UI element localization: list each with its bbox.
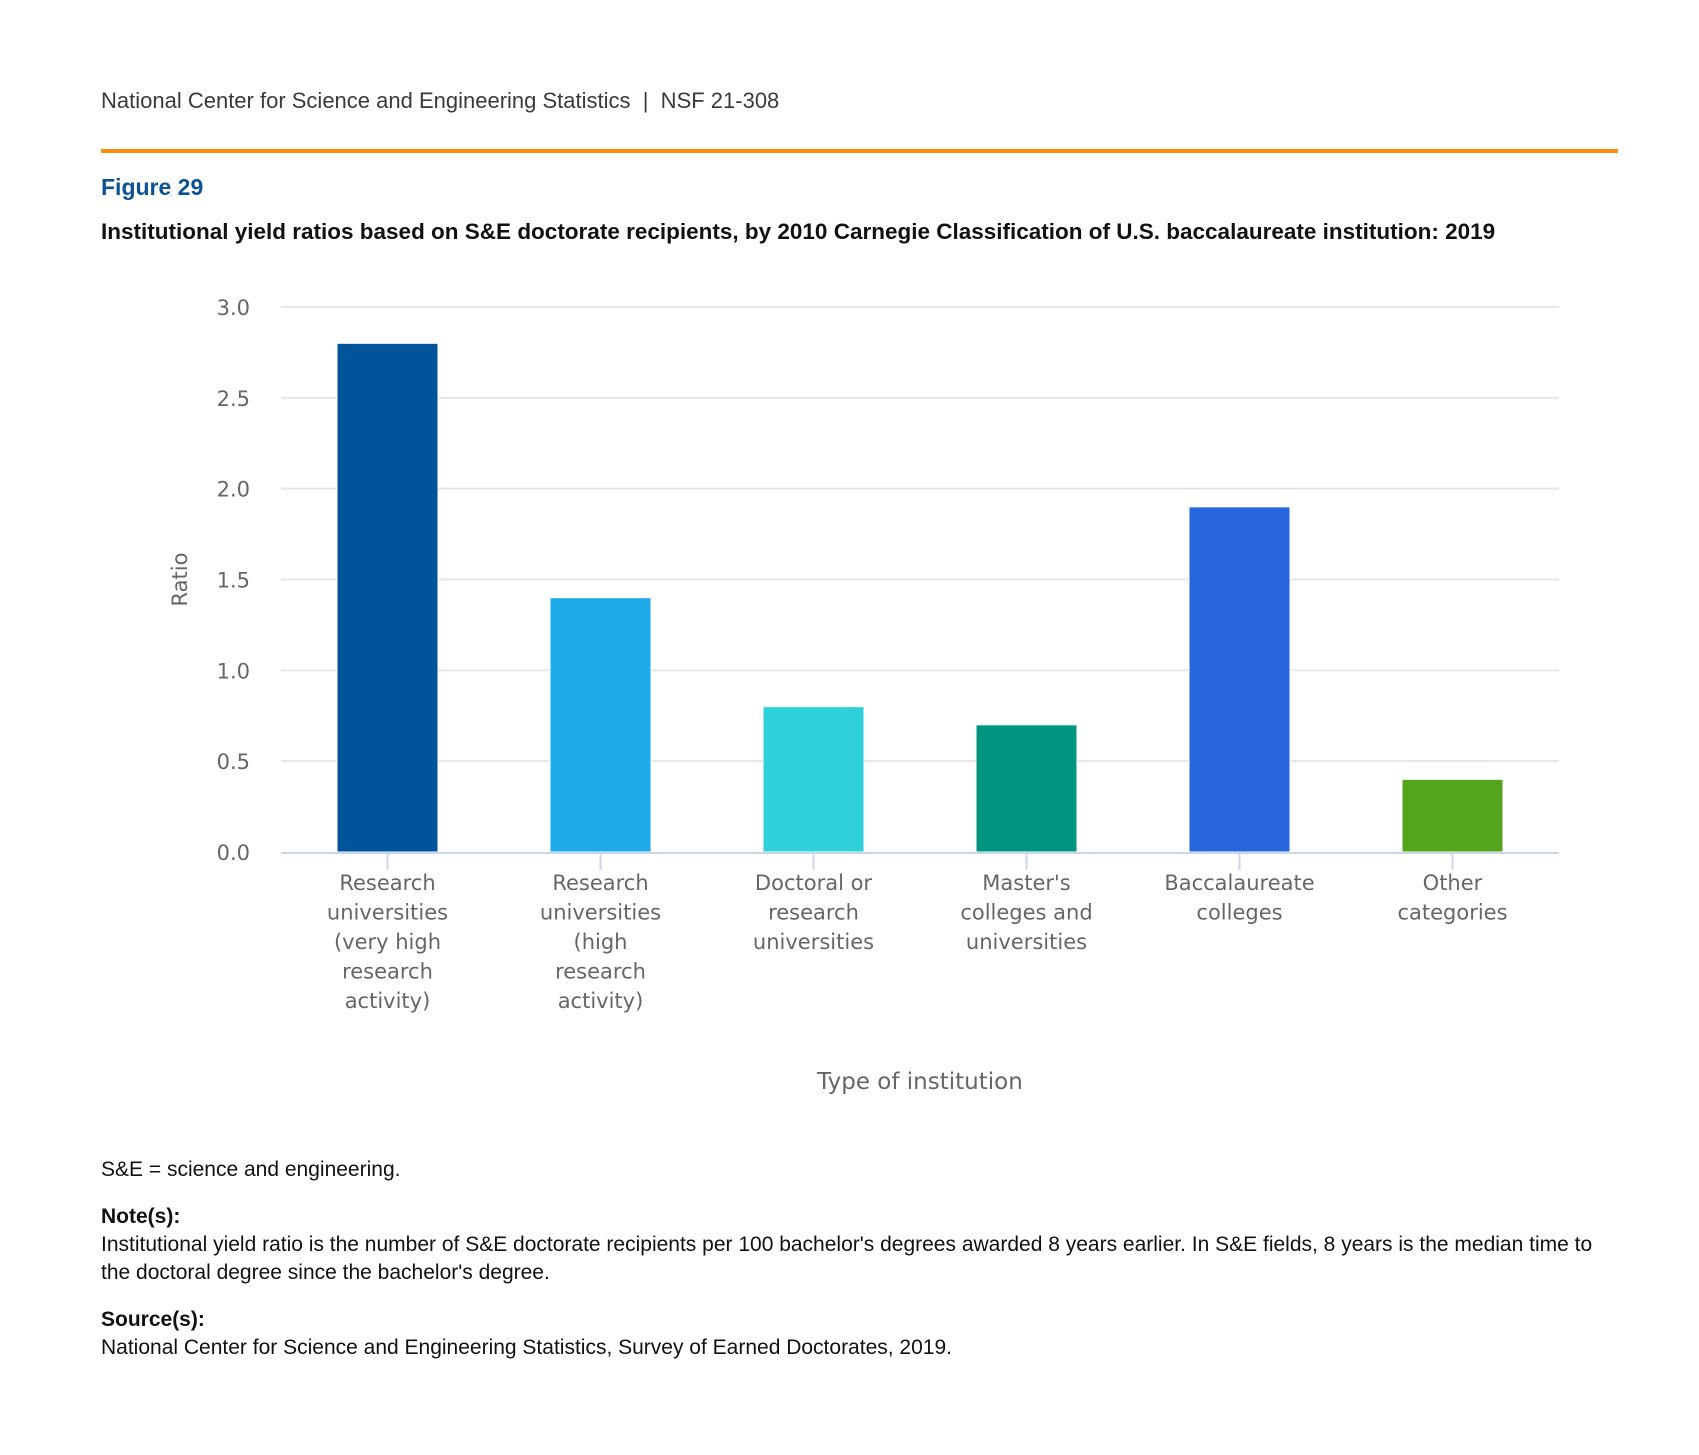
y-axis: 0.0 0.5 1.0 1.5 2.0 2.5 3.0 [217, 296, 250, 865]
bar [975, 724, 1078, 853]
y-tick-label: 0.5 [217, 750, 250, 774]
bar [762, 706, 865, 853]
bar-chart: Research universities (very high research ac… [168, 296, 1559, 1095]
y-tick-label: 3.0 [217, 296, 250, 320]
x-tick-label: Master's colleges and universities [960, 871, 1092, 954]
y-tick-label: 1.5 [217, 569, 250, 593]
gridlines [281, 306, 1559, 763]
y-tick-label: 2.5 [217, 387, 250, 411]
notes-text: Institutional yield ratio is the number … [101, 1233, 1593, 1284]
source-text: National Center for Science and Engineer… [101, 1336, 952, 1359]
figure-title: Institutional yield ratios based on S&E … [101, 219, 1496, 244]
y-axis-title: Ratio [168, 553, 192, 607]
y-tick-label: 0.0 [217, 841, 250, 865]
y-tick-label: 1.0 [217, 659, 250, 683]
abbreviation-note: S&E = science and engineering. [101, 1158, 401, 1181]
bar [549, 597, 652, 853]
source-section: Source(s): National Center for Science a… [101, 1306, 1621, 1362]
bars [336, 342, 1504, 853]
bar [1188, 506, 1291, 853]
x-tick-label: Other categories [1397, 871, 1507, 925]
bar [336, 342, 439, 853]
x-axis-title: Type of institution [816, 1069, 1023, 1095]
x-tick-label: Doctoral or research universities [753, 871, 874, 954]
notes-heading: Note(s): [101, 1205, 181, 1228]
x-tick-label: Research universities (very high research ac… [327, 871, 448, 1013]
header-rule [101, 149, 1618, 153]
notes-section: Note(s): Institutional yield ratio is th… [101, 1203, 1621, 1287]
x-tick-label: Baccalaureate colleges [1164, 871, 1314, 925]
bar [1401, 778, 1504, 853]
figure-label: Figure 29 [101, 174, 204, 200]
report-header: National Center for Science and Engineer… [101, 88, 780, 113]
y-tick-label: 2.0 [217, 478, 250, 502]
source-heading: Source(s): [101, 1308, 205, 1331]
x-axis: Research universities (very high research ac… [281, 852, 1559, 1013]
x-tick-label: Research universities (high research activit… [540, 871, 661, 1013]
